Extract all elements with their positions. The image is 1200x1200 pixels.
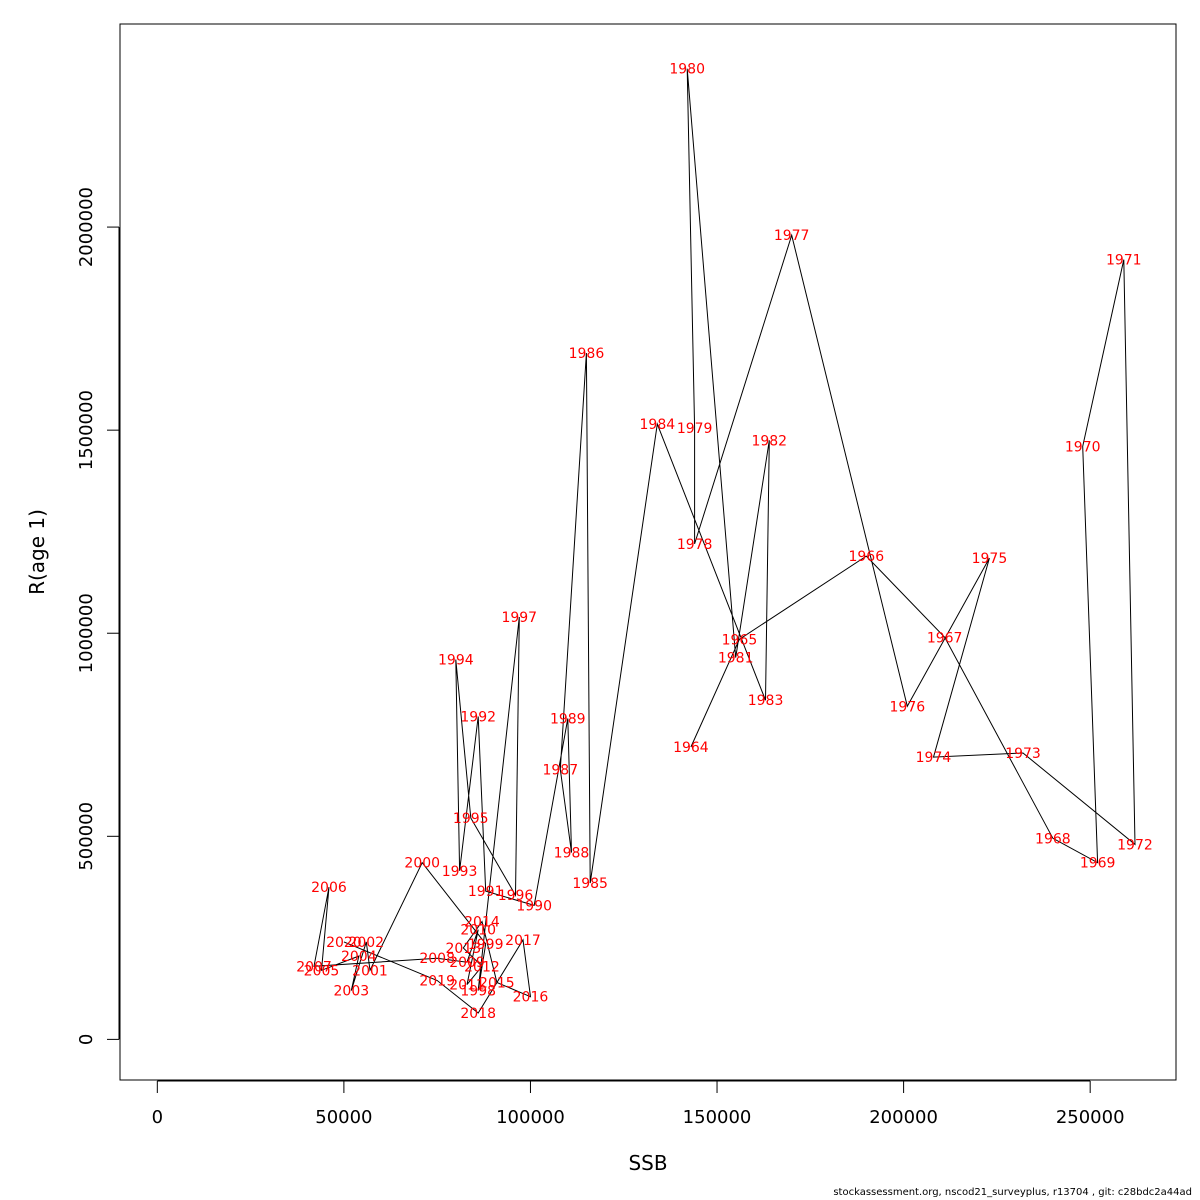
point-label-1993: 1993: [442, 864, 478, 880]
point-label-2012: 2012: [464, 959, 500, 975]
point-label-2007: 2007: [296, 959, 332, 975]
point-label-1968: 1968: [1035, 831, 1071, 847]
point-label-2009: 2009: [449, 955, 485, 971]
x-tick-label: 200000: [869, 1107, 938, 1128]
point-label-1999: 1999: [468, 937, 504, 953]
point-label-2005: 2005: [304, 963, 340, 979]
point-label-1972: 1972: [1117, 837, 1153, 853]
point-label-1965: 1965: [722, 632, 758, 648]
point-label-1966: 1966: [848, 549, 884, 565]
y-tick-label: 500000: [76, 802, 97, 871]
point-label-1989: 1989: [550, 712, 586, 728]
point-label-1981: 1981: [718, 651, 754, 667]
point-label-2008: 2008: [419, 951, 455, 967]
point-label-2018: 2018: [460, 1006, 496, 1022]
axes: 0 50000 100000 150000 200000 250000 0 500000 100…: [76, 187, 1125, 1128]
point-label-2002: 2002: [348, 935, 384, 951]
point-label-2001: 2001: [352, 963, 388, 979]
y-tick-label: 2000000: [76, 187, 97, 267]
y-axis-title: R(age 1): [25, 509, 49, 595]
point-label-1971: 1971: [1106, 253, 1142, 269]
point-label-1983: 1983: [748, 693, 784, 709]
point-label-1979: 1979: [677, 421, 713, 437]
x-axis-title: SSB: [628, 1151, 667, 1175]
point-label-2014: 2014: [464, 915, 500, 931]
x-tick-label: 50000: [315, 1107, 372, 1128]
point-label-1982: 1982: [751, 433, 787, 449]
y-tick-label: 1000000: [76, 593, 97, 673]
point-label-1994: 1994: [438, 653, 474, 669]
point-label-1977: 1977: [774, 228, 810, 244]
point-label-1967: 1967: [927, 630, 963, 646]
point-label-2003: 2003: [334, 984, 370, 1000]
y-tick-label: 0: [76, 1034, 97, 1045]
trajectory-line: [313, 68, 1136, 1014]
point-label-1974: 1974: [916, 750, 952, 766]
point-label-1996: 1996: [498, 888, 534, 904]
point-label-1995: 1995: [453, 811, 489, 827]
point-label-1975: 1975: [972, 551, 1008, 567]
point-label-1985: 1985: [572, 876, 608, 892]
x-tick-label: 250000: [1056, 1107, 1125, 1128]
footer-credit: stockassessment.org, nscod21_surveyplus,…: [833, 1187, 1192, 1198]
point-label-1992: 1992: [460, 709, 496, 725]
point-label-2015: 2015: [479, 976, 515, 992]
point-label-1970: 1970: [1065, 439, 1101, 455]
point-label-1978: 1978: [677, 537, 713, 553]
point-label-1998: 1998: [460, 984, 496, 1000]
point-label-1988: 1988: [554, 846, 590, 862]
point-label-2020: 2020: [326, 935, 362, 951]
point-label-2017: 2017: [505, 933, 541, 949]
x-tick-label: 100000: [496, 1107, 565, 1128]
point-label-1976: 1976: [890, 699, 926, 715]
point-label-2019: 2019: [419, 973, 455, 989]
point-label-1969: 1969: [1080, 856, 1116, 872]
point-label-1987: 1987: [542, 762, 578, 778]
point-label-2016: 2016: [513, 990, 549, 1006]
x-tick-label: 0: [152, 1107, 163, 1128]
point-labels: 1964 1965 1966 1967 1968 1969 1970 1971 1972 1973…: [296, 62, 1153, 1022]
point-label-1964: 1964: [673, 740, 709, 756]
point-label-1973: 1973: [1005, 746, 1041, 762]
y-tick-label: 1500000: [76, 390, 97, 470]
point-label-2006: 2006: [311, 880, 347, 896]
point-label-1997: 1997: [501, 610, 537, 626]
point-label-2004: 2004: [341, 949, 377, 965]
plot-frame: [119, 23, 1177, 1081]
point-label-2013: 2013: [445, 941, 481, 957]
point-label-2011: 2011: [449, 978, 485, 994]
point-label-2000: 2000: [404, 856, 440, 872]
point-label-1990: 1990: [516, 898, 552, 914]
point-label-1986: 1986: [569, 346, 605, 362]
point-label-2010: 2010: [460, 923, 496, 939]
point-label-1991: 1991: [468, 884, 504, 900]
x-tick-label: 150000: [683, 1107, 752, 1128]
point-label-1980: 1980: [669, 62, 705, 78]
point-label-1984: 1984: [640, 417, 676, 433]
